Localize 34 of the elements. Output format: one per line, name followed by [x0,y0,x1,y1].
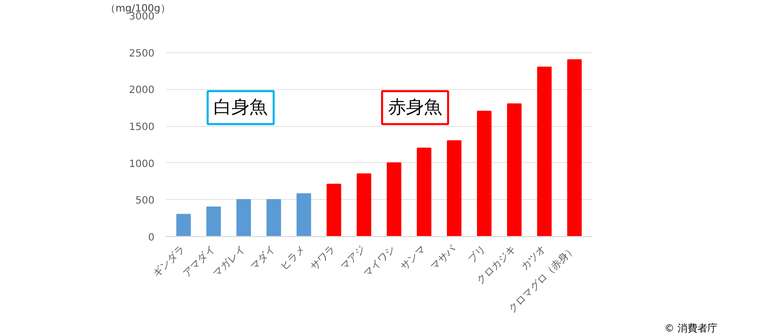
bar [446,140,462,236]
bar [567,59,582,236]
bar [266,199,282,236]
text: © 消費者庁 [664,322,718,334]
bar [537,66,552,236]
x-tick-label: マガレイ [212,244,248,280]
x-tick-label: サワラ [308,244,338,273]
x-tick-label: ブリ [466,242,488,266]
bar [326,184,342,236]
x-tick-label: ヒラメ [278,244,308,273]
bar [296,193,312,236]
y-tick-label: 1000 [129,158,155,170]
y-tick-label: 2000 [129,85,155,96]
bar [507,103,522,236]
y-axis-title: （mg/100g） [106,4,170,14]
x-tick-label: マイワシ [362,244,398,280]
x-tick-label: サンマ [399,244,428,273]
x-tick-label: マダイ [248,242,278,273]
x-tick-label: カツオ [519,244,548,273]
y-tick-label: 2500 [129,48,155,60]
bar [416,148,432,236]
bar [206,206,221,236]
bar [476,110,492,236]
annotation: 白身魚 [214,97,268,118]
y-tick-label: 0 [148,232,155,244]
bar [236,199,251,236]
y-tick-label: 3000 [129,12,155,22]
annotation: 赤身魚 [388,97,442,118]
y-tick-label: 500 [135,196,155,207]
x-tick-label: マサバ [429,242,459,273]
bar [176,214,191,236]
bar [356,173,372,236]
y-tick-label: 1500 [129,122,155,133]
bar [386,162,402,236]
